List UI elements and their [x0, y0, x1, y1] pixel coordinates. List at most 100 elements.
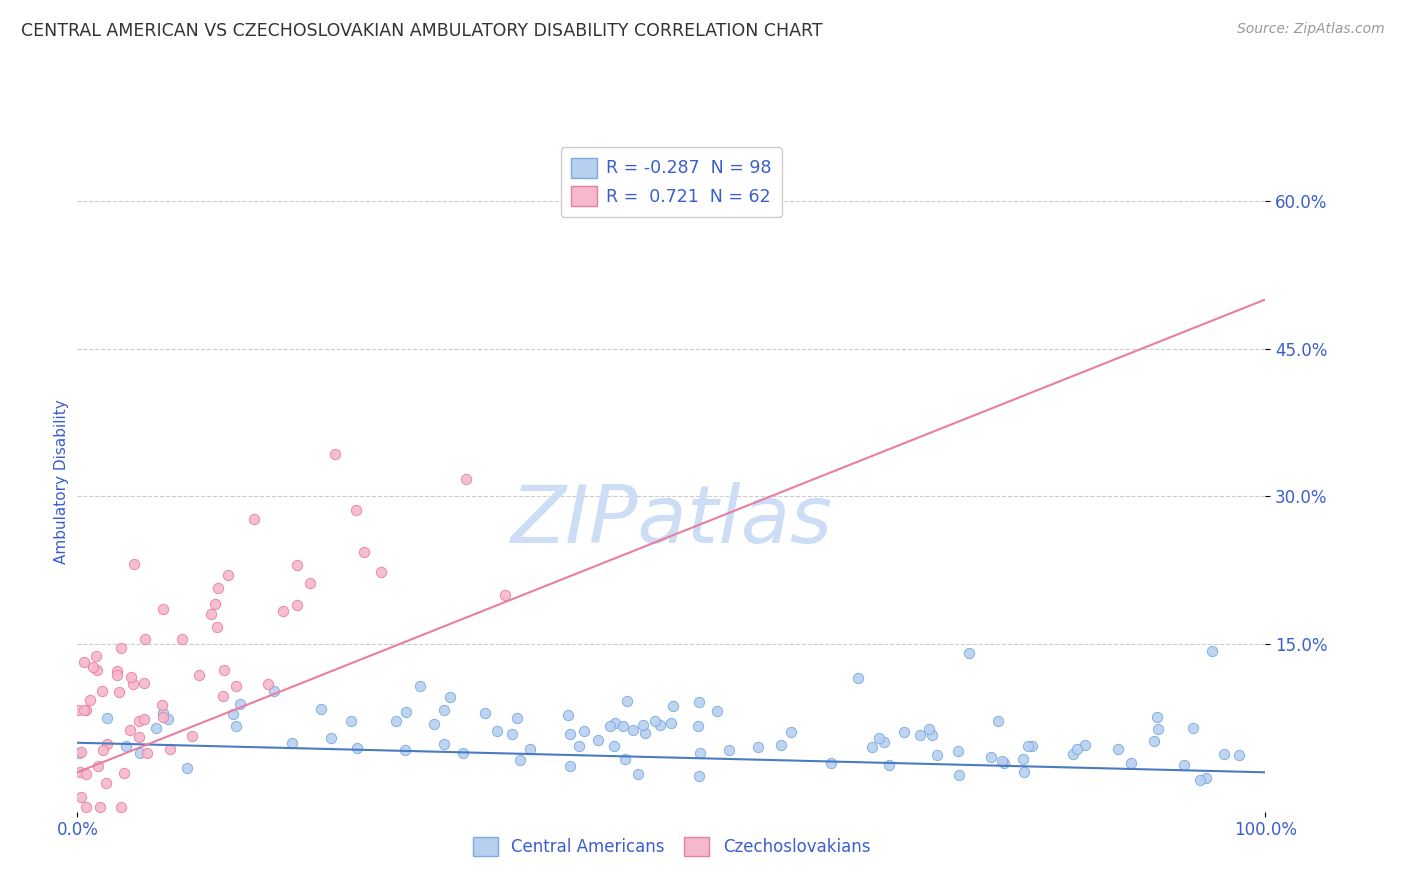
Point: [170, 632, 193, 646]
Point: [877, 758, 900, 772]
Point: [987, 714, 1010, 728]
Point: [1173, 758, 1195, 772]
Point: [613, 752, 636, 766]
Point: [118, 723, 141, 737]
Point: [560, 759, 582, 773]
Point: [433, 703, 456, 717]
Point: [94, 775, 117, 789]
Point: [263, 684, 285, 698]
Point: [918, 722, 941, 736]
Point: [217, 567, 239, 582]
Point: [519, 741, 541, 756]
Point: [1189, 772, 1212, 787]
Point: [73, 655, 96, 669]
Point: [70, 790, 93, 805]
Text: Source: ZipAtlas.com: Source: ZipAtlas.com: [1237, 22, 1385, 37]
Point: [90, 684, 112, 698]
Point: [494, 588, 516, 602]
Point: [242, 512, 264, 526]
Point: [122, 677, 145, 691]
Point: [873, 735, 896, 749]
Point: [860, 740, 883, 755]
Point: [1146, 710, 1168, 724]
Point: [603, 739, 626, 753]
Point: [1143, 734, 1166, 748]
Point: [82, 659, 104, 673]
Text: CENTRAL AMERICAN VS CZECHOSLOVAKIAN AMBULATORY DISABILITY CORRELATION CHART: CENTRAL AMERICAN VS CZECHOSLOVAKIAN AMBU…: [21, 22, 823, 40]
Text: ZIPatlas: ZIPatlas: [510, 483, 832, 560]
Point: [285, 598, 308, 612]
Point: [110, 640, 132, 655]
Point: [689, 746, 711, 760]
Point: [114, 766, 136, 780]
Point: [1227, 747, 1250, 762]
Point: [820, 756, 842, 770]
Point: [957, 646, 980, 660]
Point: [319, 731, 342, 745]
Point: [105, 664, 128, 678]
Point: [423, 717, 446, 731]
Point: [67, 747, 90, 761]
Point: [688, 695, 710, 709]
Point: [779, 724, 801, 739]
Point: [280, 736, 302, 750]
Point: [200, 607, 222, 621]
Point: [848, 671, 870, 685]
Point: [454, 472, 477, 486]
Point: [1021, 739, 1043, 753]
Point: [1212, 747, 1234, 761]
Point: [1182, 721, 1205, 735]
Point: [346, 741, 368, 756]
Point: [285, 558, 308, 572]
Point: [89, 799, 111, 814]
Point: [993, 756, 1015, 771]
Point: [299, 576, 322, 591]
Point: [633, 726, 655, 740]
Point: [205, 620, 228, 634]
Point: [323, 447, 346, 461]
Point: [1066, 742, 1088, 756]
Point: [485, 724, 508, 739]
Point: [439, 690, 461, 704]
Point: [612, 719, 634, 733]
Point: [188, 668, 211, 682]
Point: [627, 767, 650, 781]
Point: [385, 714, 408, 728]
Point: [128, 731, 150, 745]
Point: [948, 768, 970, 782]
Point: [560, 726, 582, 740]
Point: [73, 703, 96, 717]
Point: [96, 711, 118, 725]
Point: [501, 727, 523, 741]
Point: [616, 694, 638, 708]
Point: [717, 743, 740, 757]
Point: [770, 738, 793, 752]
Point: [586, 733, 609, 747]
Legend: Central Americans, Czechoslovakians: Central Americans, Czechoslovakians: [465, 830, 877, 863]
Point: [451, 746, 474, 760]
Point: [509, 753, 531, 767]
Point: [395, 705, 418, 719]
Point: [222, 707, 245, 722]
Point: [271, 604, 294, 618]
Point: [1012, 752, 1035, 766]
Point: [908, 728, 931, 742]
Point: [128, 714, 150, 729]
Point: [921, 728, 943, 742]
Point: [114, 739, 136, 753]
Point: [661, 698, 683, 713]
Point: [344, 503, 367, 517]
Point: [394, 742, 416, 756]
Point: [747, 740, 769, 755]
Point: [1195, 771, 1218, 785]
Point: [152, 602, 174, 616]
Point: [129, 746, 152, 760]
Point: [1062, 747, 1084, 762]
Point: [353, 544, 375, 558]
Point: [340, 714, 363, 728]
Point: [688, 769, 710, 783]
Point: [87, 759, 110, 773]
Point: [105, 668, 128, 682]
Point: [159, 742, 181, 756]
Point: [75, 703, 97, 717]
